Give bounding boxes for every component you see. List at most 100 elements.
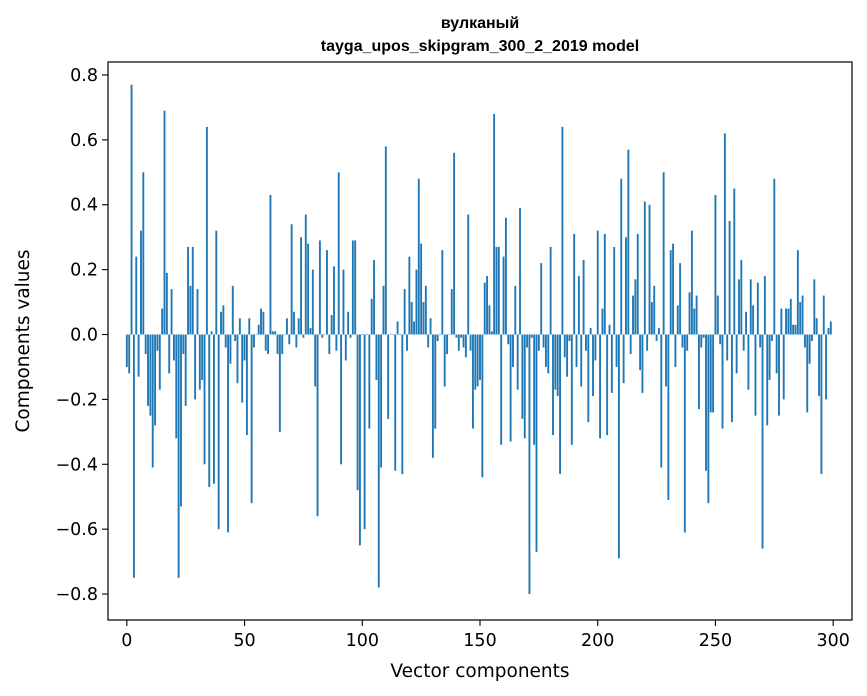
bar-250 <box>714 195 717 335</box>
bar-189 <box>570 334 573 445</box>
bar-116 <box>399 334 401 336</box>
bar-68 <box>285 318 288 335</box>
bar-248 <box>709 334 712 413</box>
y-tick-label: −0.6 <box>56 520 99 540</box>
bar-299 <box>829 321 832 335</box>
bar-191 <box>575 334 578 367</box>
bar-212 <box>625 237 627 335</box>
bar-74 <box>300 237 302 335</box>
bar-184 <box>559 334 561 475</box>
bar-134 <box>441 250 444 335</box>
bar-234 <box>676 305 679 335</box>
y-axis-ticks: 0.8 0.6 0.4 0.2 0.0 −0.2 −0.4 −0.6 −0.8 <box>56 66 108 605</box>
bar-1 <box>128 334 131 374</box>
x-tick-label: 100 <box>346 631 379 651</box>
bar-21 <box>175 334 178 439</box>
bar-188 <box>568 334 571 341</box>
bar-192 <box>577 276 580 335</box>
bar-186 <box>563 334 566 358</box>
y-tick-label: 0.8 <box>70 66 98 86</box>
bar-215 <box>632 295 634 335</box>
bar-149 <box>476 334 479 387</box>
bar-247 <box>707 334 710 504</box>
bar-222 <box>648 204 651 335</box>
bar-296 <box>822 295 825 335</box>
bar-148 <box>474 334 477 390</box>
bar-49 <box>241 334 244 403</box>
bar-159 <box>500 334 503 445</box>
bar-138 <box>450 289 453 335</box>
bar-55 <box>255 334 258 336</box>
bar-229 <box>665 334 667 387</box>
bar-23 <box>180 334 182 507</box>
bar-182 <box>554 334 557 390</box>
bar-31 <box>198 334 201 390</box>
bar-56 <box>257 324 260 335</box>
bar-62 <box>271 331 274 335</box>
y-tick-label: −0.8 <box>56 585 99 605</box>
bar-124 <box>417 178 420 335</box>
bar-38 <box>215 230 218 335</box>
bar-84 <box>323 334 326 336</box>
bar-53 <box>250 334 253 504</box>
bar-99 <box>358 334 361 546</box>
bar-52 <box>248 318 251 335</box>
x-tick-label: 200 <box>581 631 614 651</box>
y-tick-label: 0.2 <box>70 261 98 281</box>
bar-254 <box>723 133 726 335</box>
bar-237 <box>683 334 686 533</box>
bar-112 <box>389 334 392 336</box>
bar-95 <box>349 334 352 338</box>
bar-176 <box>540 263 543 335</box>
bar-209 <box>617 334 620 559</box>
bar-17 <box>165 272 168 335</box>
bar-211 <box>622 334 625 384</box>
bar-238 <box>686 334 689 351</box>
bar-185 <box>561 126 564 335</box>
bar-197 <box>589 328 592 335</box>
bar-294 <box>818 334 820 397</box>
y-tick-label: −0.4 <box>56 455 99 475</box>
bar-289 <box>806 334 809 413</box>
bar-217 <box>636 233 639 335</box>
bar-136 <box>446 334 448 354</box>
bar-35 <box>208 334 211 487</box>
bar-264 <box>747 334 750 390</box>
bar-195 <box>585 334 587 351</box>
bar-153 <box>486 276 488 335</box>
bar-169 <box>523 334 526 439</box>
bars-group <box>125 84 832 595</box>
bar-230 <box>667 334 670 500</box>
bar-6 <box>140 230 142 335</box>
bar-244 <box>700 334 703 348</box>
bar-94 <box>347 311 350 335</box>
bar-146 <box>469 334 472 351</box>
bar-140 <box>455 334 458 338</box>
bar-97 <box>354 240 357 335</box>
bar-121 <box>410 302 413 335</box>
bar-282 <box>789 298 792 335</box>
bar-147 <box>471 334 474 429</box>
bar-22 <box>177 334 180 578</box>
bar-172 <box>530 334 533 338</box>
bar-210 <box>620 178 623 335</box>
chart-subtitle: tayga_upos_skipgram_300_2_2019 model <box>321 38 639 55</box>
bar-178 <box>544 334 547 367</box>
bar-118 <box>403 289 406 335</box>
bar-263 <box>745 311 747 335</box>
bar-226 <box>657 328 660 335</box>
bar-161 <box>504 217 507 335</box>
bar-130 <box>431 334 434 458</box>
bar-235 <box>679 263 682 335</box>
bar-24 <box>182 334 185 354</box>
bar-156 <box>493 113 496 335</box>
bar-70 <box>290 224 293 335</box>
bar-227 <box>660 334 663 468</box>
bar-256 <box>728 220 731 335</box>
bar-297 <box>825 334 828 400</box>
bar-290 <box>808 334 811 364</box>
bar-4 <box>135 256 138 335</box>
bar-170 <box>526 334 529 348</box>
bar-47 <box>236 334 239 384</box>
bar-63 <box>274 331 277 335</box>
